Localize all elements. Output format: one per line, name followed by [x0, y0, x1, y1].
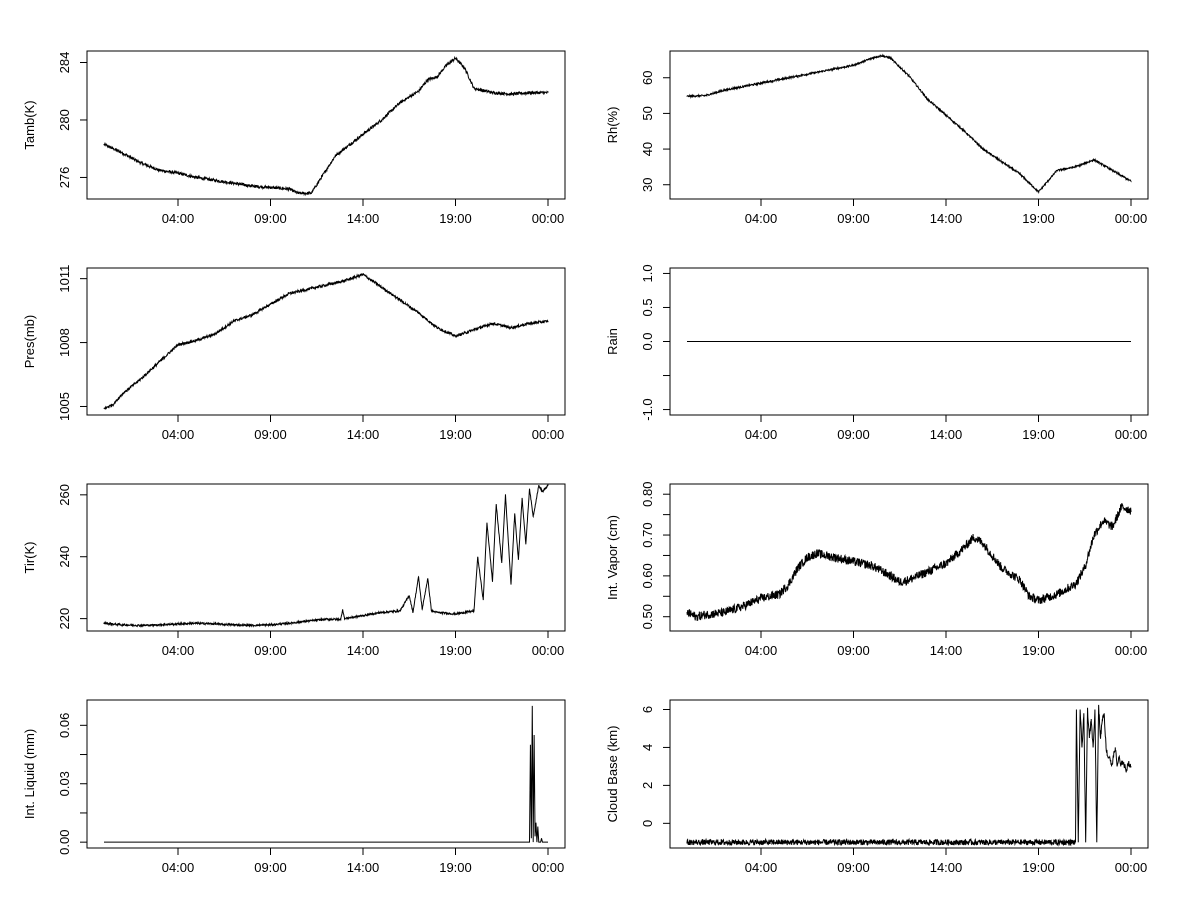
x-tick-label: 19:00 — [1022, 860, 1055, 875]
panel-8: 04:00 09:00 14:00 19:00 00:00 0 2 4 6 Cloud Base … — [605, 699, 1149, 875]
x-tick-label: 04:00 — [745, 427, 778, 442]
y-tick-label: 2 — [640, 782, 655, 789]
x-tick-label: 09:00 — [254, 427, 287, 442]
y-tick-label: 0.0 — [640, 332, 655, 350]
y-tick-label: 0.50 — [640, 604, 655, 629]
x-tick-label: 19:00 — [439, 643, 472, 658]
x-tick-label: 09:00 — [254, 643, 287, 658]
y-tick-label: 6 — [640, 706, 655, 713]
x-tick-label: 09:00 — [254, 211, 287, 226]
y-axis-label: Int. Liquid (mm) — [22, 729, 37, 819]
y-tick-label: 284 — [57, 52, 72, 74]
x-tick-label: 14:00 — [930, 643, 963, 658]
plot-frame — [86, 267, 566, 416]
y-tick-label: 260 — [57, 484, 72, 506]
x-tick-label: 09:00 — [837, 860, 870, 875]
x-tick-label: 04:00 — [745, 860, 778, 875]
panel-4: 04:00 09:00 14:00 19:00 00:00 -1.0 0.0 0.5 1.0 Ra… — [605, 264, 1149, 442]
y-tick-label: 240 — [57, 546, 72, 568]
x-tick-label: 04:00 — [745, 211, 778, 226]
x-tick-label: 14:00 — [930, 427, 963, 442]
y-tick-label: 1.0 — [640, 264, 655, 282]
panel-7: 04:00 09:00 14:00 19:00 00:00 0.00 0.03 0.06 Int… — [22, 699, 566, 875]
y-tick-label: 220 — [57, 608, 72, 630]
y-tick-label: 40 — [640, 142, 655, 156]
x-tick-label: 00:00 — [532, 860, 565, 875]
series-line — [103, 55, 549, 197]
y-tick-label: 0 — [640, 820, 655, 827]
x-tick-label: 19:00 — [1022, 643, 1055, 658]
plot-frame — [669, 699, 1149, 849]
y-axis-label: Rain — [605, 328, 620, 355]
x-tick-label: 09:00 — [837, 643, 870, 658]
panel-2: 04:00 09:00 14:00 19:00 00:00 30 40 50 60 Rh(%) — [605, 50, 1149, 226]
y-axis-label: Pres(mb) — [22, 315, 37, 368]
x-tick-label: 04:00 — [162, 427, 195, 442]
plot-frame — [86, 483, 566, 632]
x-tick-label: 19:00 — [439, 860, 472, 875]
plot-frame — [86, 50, 566, 200]
plot-frame — [86, 699, 566, 849]
y-axis-label: Rh(%) — [605, 107, 620, 144]
x-tick-label: 14:00 — [347, 860, 380, 875]
plot-frame — [669, 50, 1149, 200]
y-tick-label: 276 — [57, 167, 72, 189]
x-tick-label: 04:00 — [162, 643, 195, 658]
panel-5: 04:00 09:00 14:00 19:00 00:00 220 240 260 Tir(K) — [22, 483, 566, 658]
y-tick-label: 30 — [640, 178, 655, 192]
y-tick-label: 0.60 — [640, 563, 655, 588]
y-tick-label: 0.06 — [57, 713, 72, 738]
panel-1: 04:00 09:00 14:00 19:00 00:00 276 280 284 Tamb(K… — [22, 50, 566, 226]
x-tick-label: 00:00 — [532, 211, 565, 226]
x-tick-label: 14:00 — [930, 860, 963, 875]
x-tick-label: 00:00 — [1115, 643, 1148, 658]
y-axis-label: Int. Vapor (cm) — [605, 515, 620, 600]
series-line — [686, 53, 1132, 194]
x-tick-label: 19:00 — [1022, 211, 1055, 226]
series-line — [104, 705, 548, 843]
x-tick-label: 00:00 — [1115, 211, 1148, 226]
series-line — [103, 483, 549, 628]
y-tick-label: -1.0 — [640, 398, 655, 420]
x-tick-label: 19:00 — [439, 211, 472, 226]
x-tick-label: 19:00 — [439, 427, 472, 442]
x-tick-label: 14:00 — [347, 643, 380, 658]
x-tick-label: 00:00 — [532, 427, 565, 442]
y-axis-label: Tir(K) — [22, 541, 37, 573]
y-tick-label: 0.00 — [57, 830, 72, 855]
y-tick-label: 280 — [57, 109, 72, 131]
y-tick-label: 0.80 — [640, 482, 655, 507]
x-tick-label: 19:00 — [1022, 427, 1055, 442]
x-tick-label: 00:00 — [1115, 427, 1148, 442]
series-line — [686, 503, 1132, 622]
panel-6: 04:00 09:00 14:00 19:00 00:00 0.50 0.60 0.70 0.8… — [605, 482, 1149, 658]
x-tick-label: 04:00 — [745, 643, 778, 658]
y-tick-label: 0.70 — [640, 522, 655, 547]
x-tick-label: 00:00 — [1115, 860, 1148, 875]
x-tick-label: 14:00 — [347, 211, 380, 226]
y-tick-label: 4 — [640, 744, 655, 751]
y-tick-label: 1005 — [57, 392, 72, 421]
x-tick-label: 00:00 — [532, 643, 565, 658]
y-axis-label: Cloud Base (km) — [605, 726, 620, 823]
x-tick-label: 04:00 — [162, 860, 195, 875]
panel-3: 04:00 09:00 14:00 19:00 00:00 1005 1008 1011 Pre… — [22, 265, 566, 442]
y-tick-label: 0.03 — [57, 771, 72, 796]
y-axis-label: Tamb(K) — [22, 100, 37, 149]
y-tick-label: 60 — [640, 71, 655, 85]
y-tick-label: 50 — [640, 106, 655, 120]
y-tick-label: 0.5 — [640, 298, 655, 316]
plot-frame — [669, 483, 1149, 632]
x-tick-label: 14:00 — [930, 211, 963, 226]
x-tick-label: 09:00 — [254, 860, 287, 875]
y-tick-label: 1011 — [57, 265, 72, 293]
x-tick-label: 14:00 — [347, 427, 380, 442]
x-tick-label: 04:00 — [162, 211, 195, 226]
series-line — [103, 272, 549, 410]
x-tick-label: 09:00 — [837, 427, 870, 442]
series-line — [686, 704, 1132, 847]
x-tick-label: 09:00 — [837, 211, 870, 226]
y-tick-label: 1008 — [57, 328, 72, 357]
